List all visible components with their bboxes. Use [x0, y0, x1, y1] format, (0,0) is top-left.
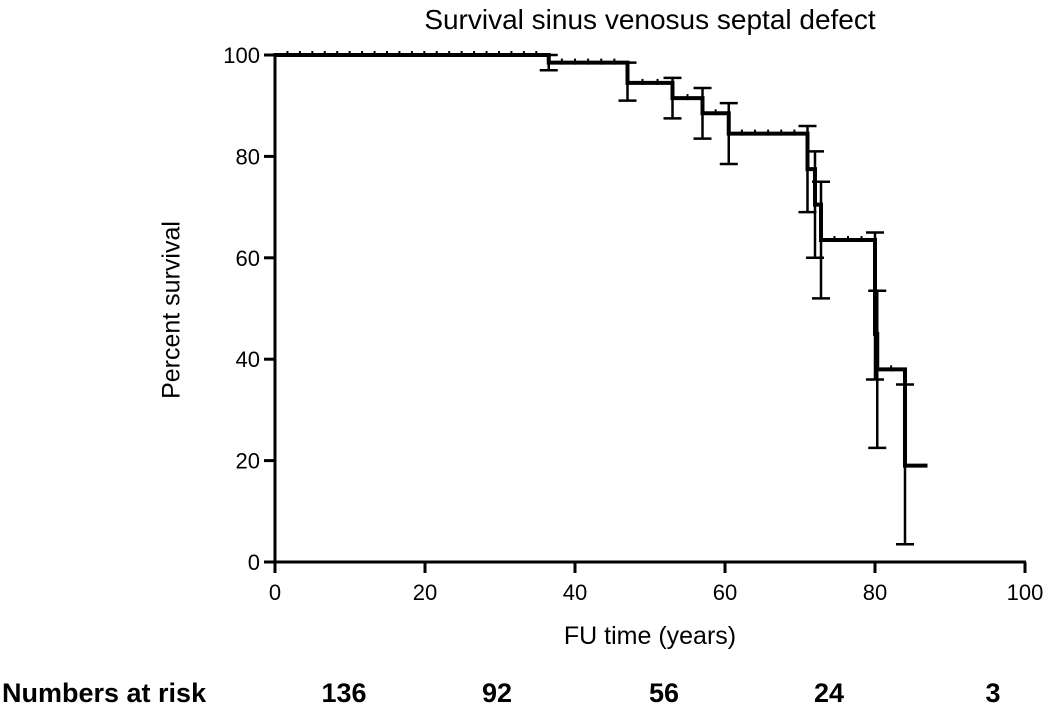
y-tick-label-0: 0	[248, 550, 260, 575]
x-tick-label-60: 60	[713, 580, 737, 605]
chart-title: Survival sinus venosus septal defect	[424, 4, 876, 35]
risk-value-2: 56	[648, 678, 680, 708]
x-axis-label: FU time (years)	[563, 622, 737, 650]
risk-value-0: 136	[321, 678, 367, 708]
y-tick-label-60: 60	[236, 246, 260, 271]
x-tick-label-40: 40	[563, 580, 587, 605]
numbers-at-risk-label: Numbers at risk	[2, 678, 207, 708]
axes: 0 20 40 60 80 100 0 20 40 60 80 100	[223, 43, 1043, 605]
x-tick-label-20: 20	[413, 580, 437, 605]
x-tick-label-0: 0	[269, 580, 281, 605]
risk-value-3: 24	[813, 678, 845, 708]
survival-curve	[275, 51, 928, 468]
y-tick-label-40: 40	[236, 347, 260, 372]
x-tick-label-100: 100	[1007, 580, 1044, 605]
survival-step-line-0	[275, 53, 928, 468]
y-tick-label-20: 20	[236, 449, 260, 474]
y-axis-label: Percent survival	[157, 221, 186, 399]
y-tick-label-80: 80	[236, 144, 260, 169]
y-tick-label-100: 100	[223, 43, 260, 68]
numbers-at-risk-row: Numbers at risk 136 92 56 24 3	[0, 678, 1059, 712]
x-tick-label-80: 80	[863, 580, 887, 605]
risk-value-4: 3	[985, 678, 1001, 708]
risk-value-1: 92	[481, 678, 513, 708]
